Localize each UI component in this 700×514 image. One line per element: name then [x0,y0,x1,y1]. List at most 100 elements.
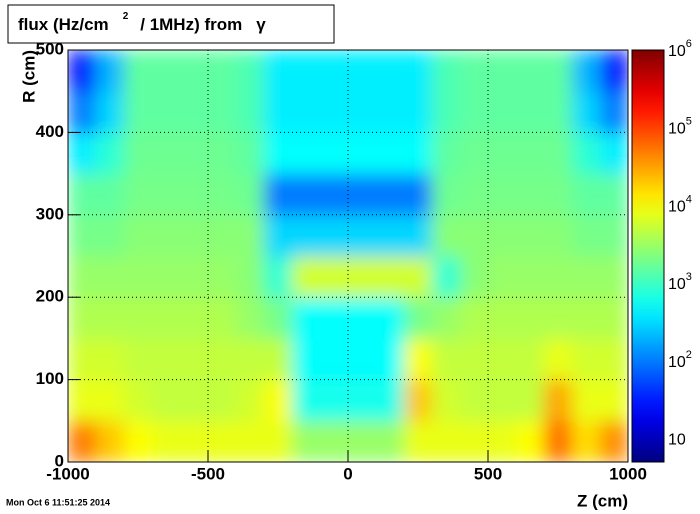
heat-cell [432,297,461,339]
heat-cell [208,420,237,462]
z-tick-label: 104 [668,193,692,215]
heat-cell [460,91,489,133]
heat-cell [68,338,97,381]
heat-cell [68,214,97,257]
heat-cell [572,420,601,462]
heat-cell [432,379,461,422]
heat-cell [516,256,545,298]
heat-cell [488,50,517,92]
heat-cell [432,256,461,298]
heat-cell [460,214,489,257]
heat-cell [348,379,377,422]
heat-cell [152,297,181,339]
heat-cell [152,173,181,216]
heat-cell [516,132,545,175]
heat-cell [404,173,433,216]
heat-cell [488,256,517,298]
heat-cell [516,379,545,422]
heat-cell [544,256,573,298]
heat-cell [348,91,377,133]
heat-cell [600,420,628,462]
heat-cell [348,214,377,257]
heat-cell [236,297,265,339]
heat-cell [236,50,265,92]
heat-cell [432,91,461,133]
heat-cell [348,338,377,381]
heat-cell [572,50,601,92]
heat-cell [488,91,517,133]
heat-cell [320,214,349,257]
heat-cell [320,256,349,298]
heat-cell [488,379,517,422]
heat-cell [488,338,517,381]
heat-cell [264,132,293,175]
heat-cell [516,420,545,462]
z-tick-label: 103 [668,271,692,293]
heat-cell [376,297,405,339]
heat-cell [264,420,293,462]
heat-cell [68,297,97,339]
heat-cell [264,91,293,133]
heat-cell [432,173,461,216]
heat-cell [236,420,265,462]
y-tick-label: 300 [36,204,64,223]
y-tick-label: 100 [36,369,64,388]
heat-cell [460,420,489,462]
z-tick-label: 102 [668,349,692,371]
heat-cell [460,50,489,92]
heat-cell [180,420,209,462]
heat-cell [180,50,209,92]
y-tick-label: 0 [55,451,64,470]
x-tick-label: 0 [343,464,352,483]
heat-cell [376,50,405,92]
heat-cell [488,132,517,175]
heat-cell [208,256,237,298]
heat-cell [600,379,628,422]
heat-cell [264,379,293,422]
heat-cell [432,214,461,257]
y-tick-label: 200 [36,287,64,306]
heat-cell [404,214,433,257]
heat-cell [264,338,293,381]
heat-cell [68,173,97,216]
plot-frame [67,49,629,463]
heat-cell [460,173,489,216]
heat-cell [460,297,489,339]
x-tick-label: 1000 [609,464,647,483]
heat-cell [404,297,433,339]
heat-cell [600,50,628,92]
heat-cell [292,297,321,339]
x-tick-label: 500 [474,464,502,483]
heat-cell [96,297,125,339]
heat-cell [180,338,209,381]
heat-cell [572,338,601,381]
heat-cell [292,256,321,298]
heat-cell [292,338,321,381]
heat-cell [404,338,433,381]
heat-cell [208,132,237,175]
heat-cell [348,132,377,175]
heat-cell [460,338,489,381]
heat-cell [516,91,545,133]
heat-cell [600,256,628,298]
heat-cell [264,256,293,298]
timestamp: Mon Oct 6 11:51:25 2014 [6,497,110,507]
heat-cell [432,50,461,92]
heat-cell [488,297,517,339]
heat-cell [208,338,237,381]
z-tick-label: 105 [668,116,692,138]
heat-cell [572,173,601,216]
heat-cell [600,91,628,133]
heat-cell [404,256,433,298]
heat-cell [376,173,405,216]
heat-cell [236,256,265,298]
heat-cell [320,50,349,92]
heat-cell [544,297,573,339]
heat-cell [404,379,433,422]
heat-cell [180,91,209,133]
chart-title: flux (Hz/cm 2/ 1MHz) from γ [18,11,266,35]
heat-cell [460,132,489,175]
heat-cell [96,338,125,381]
color-bar [631,49,665,463]
heat-cell [68,132,97,175]
